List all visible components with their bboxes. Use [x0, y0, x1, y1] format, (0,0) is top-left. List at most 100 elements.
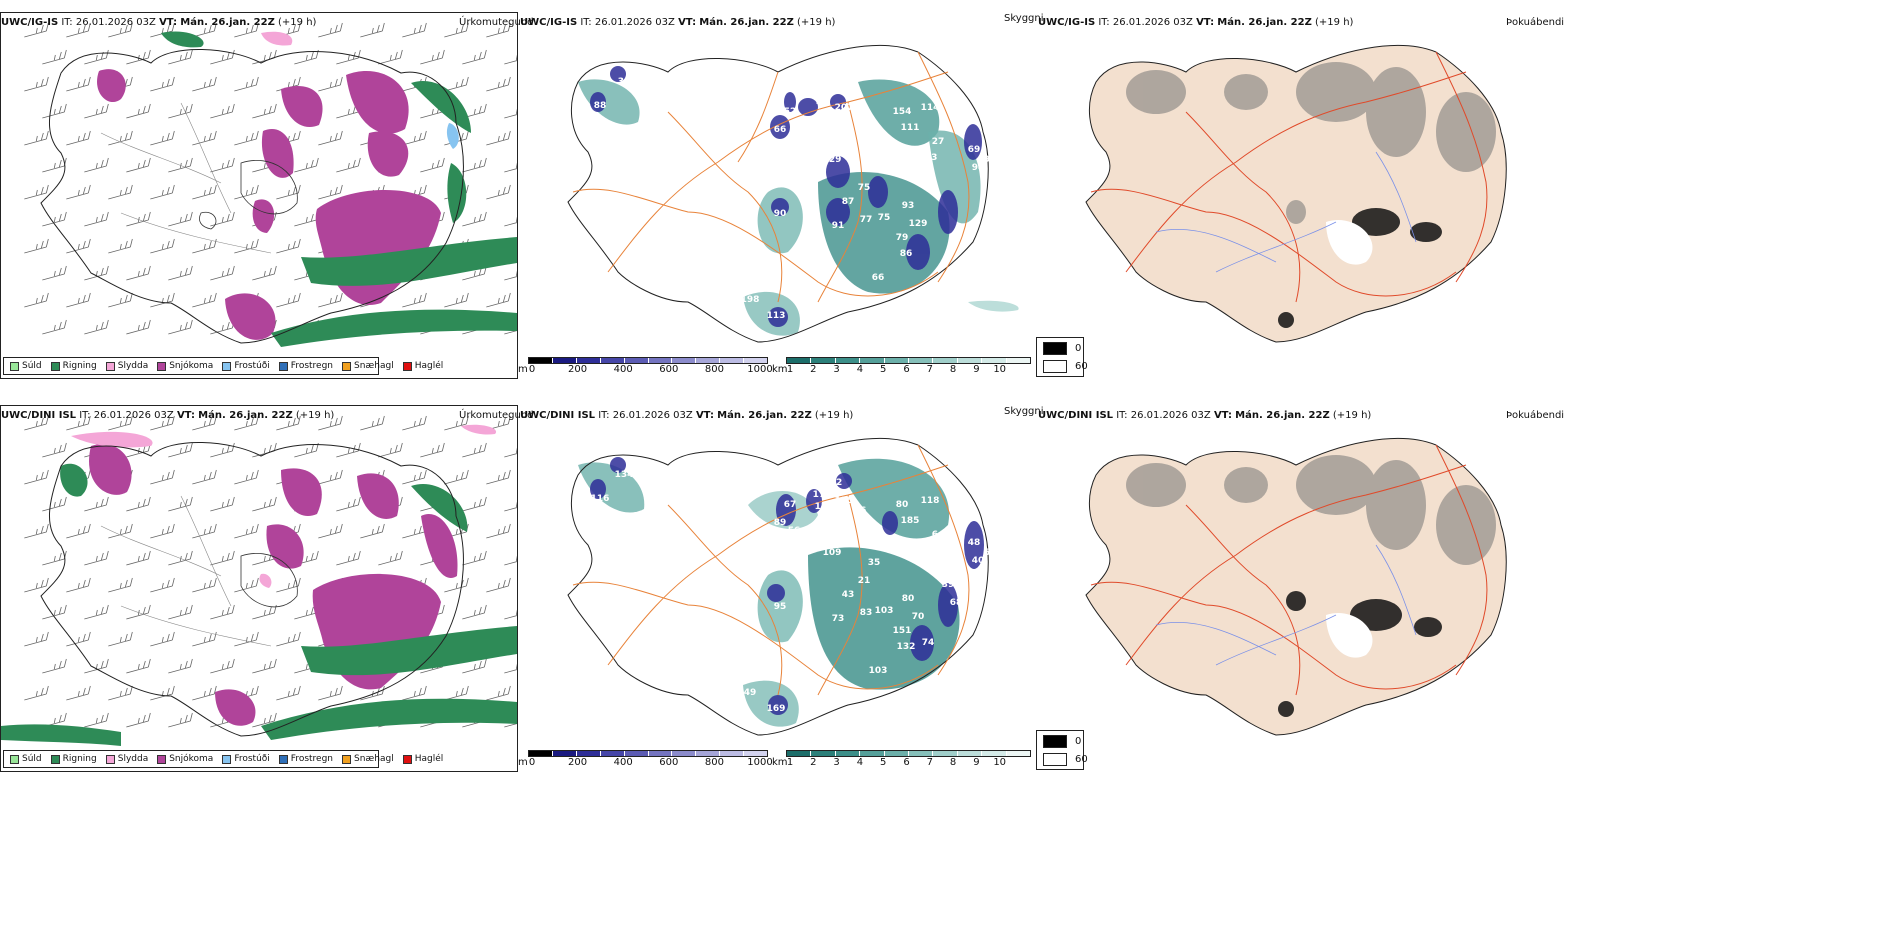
terrain-value-label: 185: [901, 516, 920, 526]
vt-label: VT:: [1196, 17, 1215, 28]
cbar-bin: [982, 751, 1007, 756]
terrain-value-label: 93: [902, 201, 915, 211]
panel-header-ptype-1: UWC/IG-IS IT: 26.01.2026 03Z VT: Mán. 26…: [1, 17, 316, 29]
wind-barb: [84, 712, 109, 728]
wind-barb: [84, 103, 109, 119]
wind-barb: [318, 22, 343, 38]
legend-item-frostregn: Frostregn: [278, 754, 333, 764]
wind-barb: [378, 550, 403, 566]
wind-barb: [462, 211, 487, 227]
legend-item-frostregn: Frostregn: [278, 361, 333, 371]
wind-barb: [504, 717, 517, 728]
terrain-value-label: 154: [893, 107, 912, 117]
model-label: UWC/DINI ISL: [520, 410, 596, 421]
terrain-value-label: 49: [744, 688, 757, 698]
cbar-km-2: km 1 2 3 4 5 6 7 8 9 10: [772, 750, 1034, 770]
fog-title-1: Þokuábendi: [1506, 17, 1565, 28]
wind-barb: [66, 238, 91, 254]
wind-barb: [108, 523, 133, 539]
terrain-value-label: 97: [984, 155, 997, 165]
wind-barb: [210, 604, 235, 620]
cbar-km-ticks: 1 2 3 4 5 6 7 8 9 10: [786, 364, 1031, 376]
cbar-m-1: m 0 200 400 600 800 1000: [518, 357, 773, 377]
vis-title-2: Skyggni: [1004, 406, 1044, 417]
cbar-bin: [811, 751, 836, 756]
cbar-tick: 10: [993, 757, 1007, 768]
wind-barb: [462, 157, 487, 173]
vis-swatch-black: [1043, 735, 1067, 748]
terrain-value-label: 151: [893, 626, 912, 636]
terrain-value-label: 66: [774, 125, 787, 135]
fog-map-1: [1085, 45, 1507, 343]
wind-barb: [192, 238, 217, 254]
wind-barb: [66, 415, 91, 431]
legend-label: Haglél: [414, 754, 444, 764]
legend-swatch: [222, 754, 232, 764]
wind-barb: [318, 469, 343, 485]
wind-barb: [150, 631, 175, 647]
terrain-value-label: 87: [842, 197, 855, 207]
cbar-bin: [576, 751, 601, 756]
wind-barb: [150, 22, 175, 38]
cbar-bin: [672, 358, 697, 363]
wind-barb: [462, 265, 487, 281]
terrain-value-label: 79: [896, 233, 909, 243]
cbar-tick: 10: [993, 364, 1007, 375]
wind-barb: [150, 238, 175, 254]
wind-barb: [24, 238, 49, 254]
wind-barb: [402, 130, 427, 146]
terrain-value-label: 70: [912, 612, 925, 622]
wind-barb: [252, 712, 277, 728]
vt-value: Mán. 26.jan. 22Z: [1217, 17, 1312, 28]
legend-label: Snæhagl: [354, 361, 394, 371]
legend-swatch: [222, 361, 232, 371]
wind-barb: [318, 292, 343, 308]
cbar-bin: [552, 358, 577, 363]
terrain-value-label: 178: [813, 490, 832, 500]
wind-barb: [108, 415, 133, 431]
wind-barb: [126, 49, 151, 65]
iceland-outline: [567, 438, 989, 736]
model-label: UWC/DINI ISL: [1, 410, 77, 421]
legend-swatch: [278, 361, 288, 371]
wind-barb: [462, 658, 487, 674]
wind-barb: [192, 76, 217, 92]
terrain-value-label: 68: [950, 598, 963, 608]
road-network: [572, 51, 970, 303]
it-label: IT:: [79, 410, 91, 421]
wind-barb: [234, 631, 259, 647]
wind-barb: [444, 292, 469, 308]
cbar-bin: [982, 358, 1007, 363]
wind-barb: [276, 184, 301, 200]
wind-barb: [150, 130, 175, 146]
cbar-tick: 400: [613, 757, 633, 768]
wind-barb: [126, 604, 151, 620]
wind-barb: [486, 130, 511, 146]
wind-barb: [402, 685, 427, 701]
terrain-value-label: 85: [774, 558, 787, 568]
legend-swatch: [10, 361, 19, 371]
wind-barb: [462, 496, 487, 512]
wind-barb: [486, 76, 511, 92]
wind-barb: [402, 415, 427, 431]
wind-barb: [126, 211, 151, 227]
terrain-value-label: 35: [868, 558, 881, 568]
rivers: [1155, 544, 1417, 666]
wind-barb: [126, 157, 151, 173]
terrain-value-label: 90: [958, 510, 971, 520]
wind-barb: [318, 685, 343, 701]
wind-barb: [210, 319, 235, 335]
iceland-outline: [40, 442, 464, 737]
wind-barb: [252, 658, 277, 674]
terrain-value-label: 74: [922, 638, 935, 648]
wind-barb: [126, 265, 151, 281]
wind-barb: [42, 712, 67, 728]
terrain-value-label: 27: [932, 137, 945, 147]
wind-barb: [462, 550, 487, 566]
vis-legend-label: 0: [1075, 343, 1082, 354]
terrain-value-label: 135: [815, 502, 834, 512]
fog-dense: [1278, 208, 1442, 328]
cbar-km-strip: [786, 357, 1031, 364]
cbar-bin: [860, 751, 885, 756]
wind-barb: [150, 292, 175, 308]
